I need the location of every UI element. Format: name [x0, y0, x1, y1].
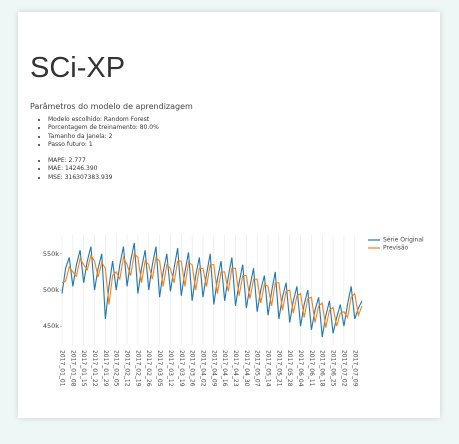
- metrics-list: MAPE: 2.777MAE: 14246.390MSE: 316307383.…: [36, 157, 112, 182]
- x-tick-label: 2017_04_30: [243, 350, 250, 387]
- x-tick-label: 2017_04_02: [199, 350, 206, 387]
- params-item: Passo futuro: 1: [48, 141, 159, 149]
- x-tick-label: 2017_02_26: [145, 350, 152, 387]
- params-item: Tamanho da Janela: 2: [48, 133, 159, 141]
- y-tick-label: 450k: [43, 322, 59, 330]
- x-tick-label: 2017_05_07: [254, 350, 261, 387]
- x-tick-label: 2017_01_01: [59, 350, 66, 387]
- metrics-item: MAPE: 2.777: [48, 157, 112, 165]
- title: SCi-XP: [30, 52, 126, 84]
- x-tick-label: 2017_04_23: [232, 350, 239, 387]
- legend-label: Série Original: [383, 237, 424, 244]
- x-tick-label: 2017_06_25: [330, 350, 337, 387]
- legend-label: Previsão: [383, 245, 409, 252]
- metrics-item: MAE: 14246.390: [48, 165, 112, 173]
- x-tick-label: 2017_04_09: [210, 350, 217, 387]
- x-tick-label: 2017_07_02: [340, 350, 347, 387]
- x-tick-label: 2017_05_21: [275, 350, 282, 387]
- x-tick-label: 2017_01_29: [102, 350, 109, 387]
- subtitle: Parâmetros do modelo de aprendizagem: [30, 102, 193, 111]
- metrics-item: MSE: 316307383.939: [48, 174, 112, 182]
- x-tick-label: 2017_06_11: [308, 350, 315, 387]
- x-tick-label: 2017_02_19: [134, 350, 141, 387]
- x-tick-label: 2017_02_05: [113, 350, 120, 387]
- x-tick-label: 2017_01_15: [80, 350, 87, 387]
- x-tick-label: 2017_01_08: [69, 350, 76, 387]
- x-tick-label: 2017_03_12: [167, 350, 174, 387]
- params-item: Modelo escolhido: Random Forest: [48, 116, 159, 124]
- y-tick-label: 550k: [43, 250, 59, 258]
- x-tick-label: 2017_05_28: [286, 350, 293, 387]
- x-tick-label: 2017_07_09: [351, 350, 358, 387]
- card: SCi-XP Parâmetros do modelo de aprendiza…: [18, 12, 440, 418]
- x-tick-label: 2017_03_19: [178, 350, 185, 387]
- y-tick-label: 500k: [43, 286, 59, 294]
- x-tick-label: 2017_05_14: [265, 350, 272, 387]
- x-tick-label: 2017_03_26: [189, 350, 196, 387]
- x-tick-label: 2017_02_12: [124, 350, 131, 387]
- x-tick-label: 2017_03_05: [156, 350, 163, 387]
- series-line: [61, 252, 363, 328]
- x-tick-label: 2017_06_18: [319, 350, 326, 387]
- params-list: Modelo escolhido: Random ForestPorcentag…: [36, 116, 159, 149]
- x-tick-label: 2017_06_04: [297, 350, 304, 387]
- x-tick-label: 2017_01_22: [91, 350, 98, 387]
- params-item: Porcentagem de treinamento: 80.0%: [48, 124, 159, 132]
- x-tick-label: 2017_04_16: [221, 350, 228, 387]
- series-line: [61, 242, 363, 338]
